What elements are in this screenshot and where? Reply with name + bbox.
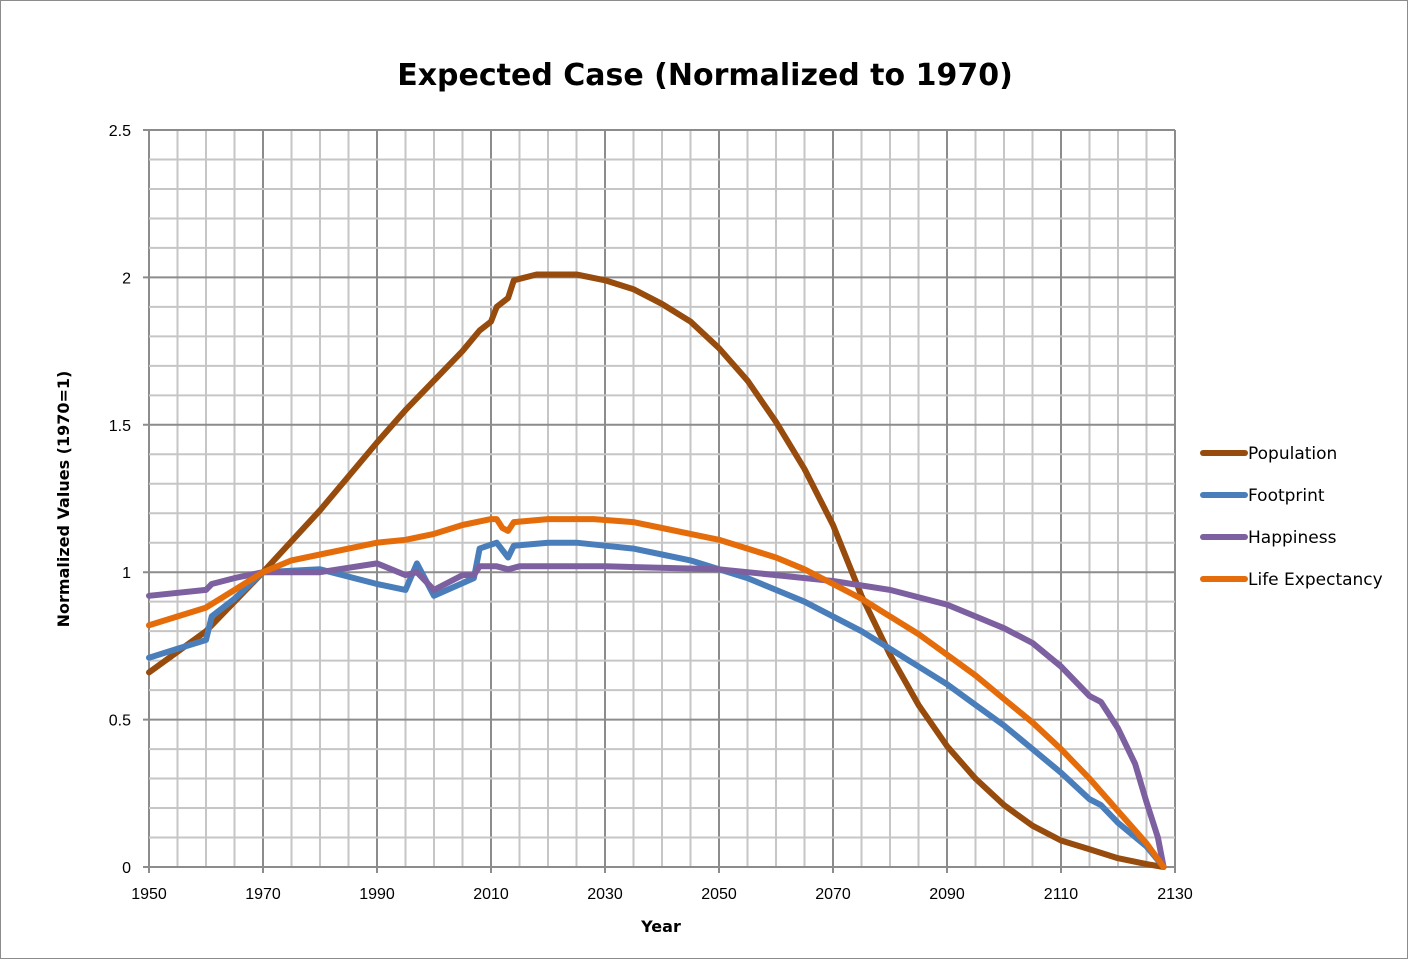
x-tick-label: 2010 [473,886,509,903]
series-line-population [146,271,1167,870]
y-tick-label: 0 [122,860,131,877]
legend-label: Life Expectancy [1248,570,1383,590]
series-line-life-expectancy [146,516,1167,870]
y-axis-label: Normalized Values (1970=1) [54,371,73,628]
grid [143,129,1176,873]
legend-label: Happiness [1248,528,1337,548]
x-tick-label: 1950 [131,886,167,903]
x-axis-label: Year [640,917,681,936]
x-tick-label: 2070 [815,886,851,903]
x-tick-label: 2090 [929,886,965,903]
y-tick-label: 2 [122,270,131,287]
y-tick-label: 0.5 [109,713,131,730]
legend-label: Footprint [1248,486,1325,506]
chart-title: Expected Case (Normalized to 1970) [397,58,1013,93]
y-tick-label: 2.5 [109,123,131,140]
x-tick-label: 2130 [1157,886,1193,903]
x-tick-label: 1990 [359,886,395,903]
series-line-footprint [146,539,1167,870]
y-axis-ticks: 0 0.5 1 1.5 2 2.5 [109,123,131,877]
x-tick-label: 2030 [587,886,623,903]
x-axis-ticks: 1950 1970 1990 2010 2030 2050 2070 2090 2110 2130 [131,886,1193,903]
x-tick-label: 2110 [1044,886,1079,903]
x-tick-label: 2050 [701,886,737,903]
legend: Population Footprint Happiness Life Expecta… [1200,444,1383,590]
y-tick-label: 1.5 [109,418,131,435]
y-tick-label: 1 [122,565,131,582]
x-tick-label: 1970 [245,886,281,903]
series-lines [146,271,1167,870]
series-line-happiness [146,560,1167,870]
legend-label: Population [1248,444,1337,464]
